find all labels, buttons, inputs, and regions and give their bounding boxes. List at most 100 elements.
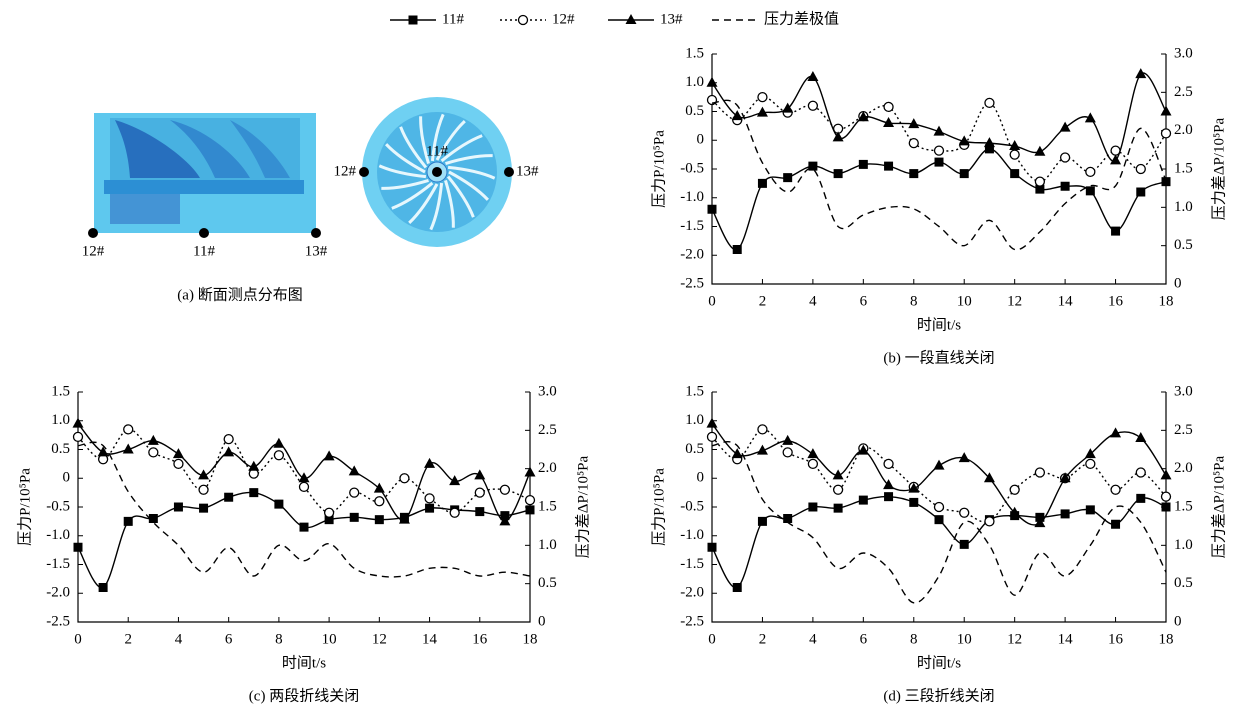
marker-square — [1136, 494, 1145, 503]
y-tick-label: -2.5 — [680, 275, 704, 291]
y-tick-label: 1.0 — [51, 412, 70, 428]
marker-circle — [526, 496, 535, 505]
marker-triangle — [732, 448, 743, 458]
marker-circle — [1162, 129, 1171, 138]
legend-label: 13# — [660, 11, 683, 27]
y2-tick-label: 0 — [1174, 275, 1182, 291]
x-tick-label: 4 — [809, 631, 817, 647]
marker-square — [124, 517, 133, 526]
chart: 024681012141618-2.5-2.0-1.5-1.0-0.500.51… — [16, 383, 591, 704]
panel-caption: (a) 断面测点分布图 — [177, 286, 302, 303]
marker-circle — [74, 432, 83, 441]
marker-square — [1010, 169, 1019, 178]
marker-circle — [1162, 492, 1171, 501]
y-tick-label: -1.5 — [680, 218, 704, 234]
marker-triangle — [223, 446, 234, 456]
y-tick-label: 0 — [697, 470, 705, 486]
marker-circle — [834, 485, 843, 494]
y2-tick-label: 3.0 — [1174, 45, 1193, 61]
marker-triangle — [1161, 106, 1172, 116]
series-line — [712, 97, 1166, 182]
marker-triangle — [757, 107, 768, 117]
y-tick-label: -0.5 — [46, 498, 70, 514]
x-tick-label: 4 — [809, 293, 817, 309]
marker-circle — [1061, 153, 1070, 162]
marker-circle — [808, 101, 817, 110]
marker-triangle — [98, 446, 109, 456]
marker-triangle — [782, 435, 793, 445]
y2-tick-label: 0.5 — [1174, 575, 1193, 591]
marker-triangle — [833, 131, 844, 141]
marker-square — [1136, 188, 1145, 197]
marker-circle — [149, 448, 158, 457]
y2-tick-label: 2.0 — [1174, 460, 1193, 476]
y-tick-label: -2.5 — [680, 613, 704, 629]
marker-square — [1111, 520, 1120, 529]
marker-circle — [274, 451, 283, 460]
marker-circle — [985, 98, 994, 107]
y-tick-label: -0.5 — [680, 498, 704, 514]
marker-square — [249, 488, 258, 497]
y2-tick-label: 0.5 — [538, 575, 557, 591]
marker-circle — [808, 459, 817, 468]
marker-circle — [1010, 485, 1019, 494]
y-tick-label: 0.5 — [51, 441, 70, 457]
panel-caption: (d) 三段折线关闭 — [883, 687, 994, 704]
marker-square — [834, 504, 843, 513]
point-label: 11# — [426, 143, 448, 159]
x-axis-label: 时间t/s — [917, 654, 961, 671]
marker-square — [199, 504, 208, 513]
marker-square — [884, 492, 893, 501]
marker-square — [935, 158, 944, 167]
axes-frame — [712, 54, 1166, 284]
point-dot — [504, 167, 514, 177]
y-tick-label: 0 — [697, 132, 705, 148]
panel-caption: (c) 两段折线关闭 — [249, 687, 359, 704]
marker-circle — [758, 93, 767, 102]
x-tick-label: 8 — [910, 631, 918, 647]
legend-marker — [519, 16, 528, 25]
y2-axis-label: 压力差ΔP/10⁵Pa — [1210, 455, 1227, 558]
figure: 12# 11# 13# 12# 11# 13# (a) 断面测点分布图 11#1… — [0, 0, 1235, 707]
y-tick-label: -1.0 — [680, 189, 704, 205]
y2-axis-label: 压力差ΔP/10⁵Pa — [1210, 117, 1227, 220]
y2-axis-label: 压力差ΔP/10⁵Pa — [574, 455, 591, 558]
marker-square — [300, 523, 309, 532]
x-tick-label: 10 — [957, 631, 972, 647]
marker-square — [74, 543, 83, 552]
marker-circle — [1086, 459, 1095, 468]
marker-circle — [1111, 485, 1120, 494]
marker-circle — [1136, 468, 1145, 477]
marker-square — [1061, 182, 1070, 191]
marker-triangle — [73, 418, 84, 428]
marker-square — [1061, 509, 1070, 518]
legend-label: 11# — [442, 11, 464, 27]
marker-circle — [758, 425, 767, 434]
marker-circle — [1086, 167, 1095, 176]
point-dot — [88, 228, 98, 238]
chart: 024681012141618-2.5-2.0-1.5-1.0-0.500.51… — [650, 383, 1227, 704]
marker-circle — [224, 435, 233, 444]
y-tick-label: -2.5 — [46, 613, 70, 629]
x-tick-label: 8 — [910, 293, 918, 309]
y2-tick-label: 3.0 — [1174, 383, 1193, 399]
chart: 024681012141618-2.5-2.0-1.5-1.0-0.500.51… — [650, 45, 1227, 366]
marker-square — [425, 504, 434, 513]
marker-triangle — [173, 448, 184, 458]
marker-circle — [1010, 150, 1019, 159]
legend-marker — [409, 16, 418, 25]
y2-tick-label: 1.5 — [538, 498, 557, 514]
x-tick-label: 12 — [1007, 631, 1022, 647]
x-tick-label: 14 — [1058, 293, 1074, 309]
x-tick-label: 0 — [708, 293, 716, 309]
marker-square — [375, 515, 384, 524]
marker-square — [808, 503, 817, 512]
series-line — [712, 100, 1166, 249]
y2-tick-label: 2.0 — [538, 460, 557, 476]
marker-circle — [783, 448, 792, 457]
marker-circle — [325, 508, 334, 517]
marker-square — [935, 515, 944, 524]
marker-square — [526, 505, 535, 514]
marker-square — [350, 513, 359, 522]
series-line — [78, 492, 530, 587]
